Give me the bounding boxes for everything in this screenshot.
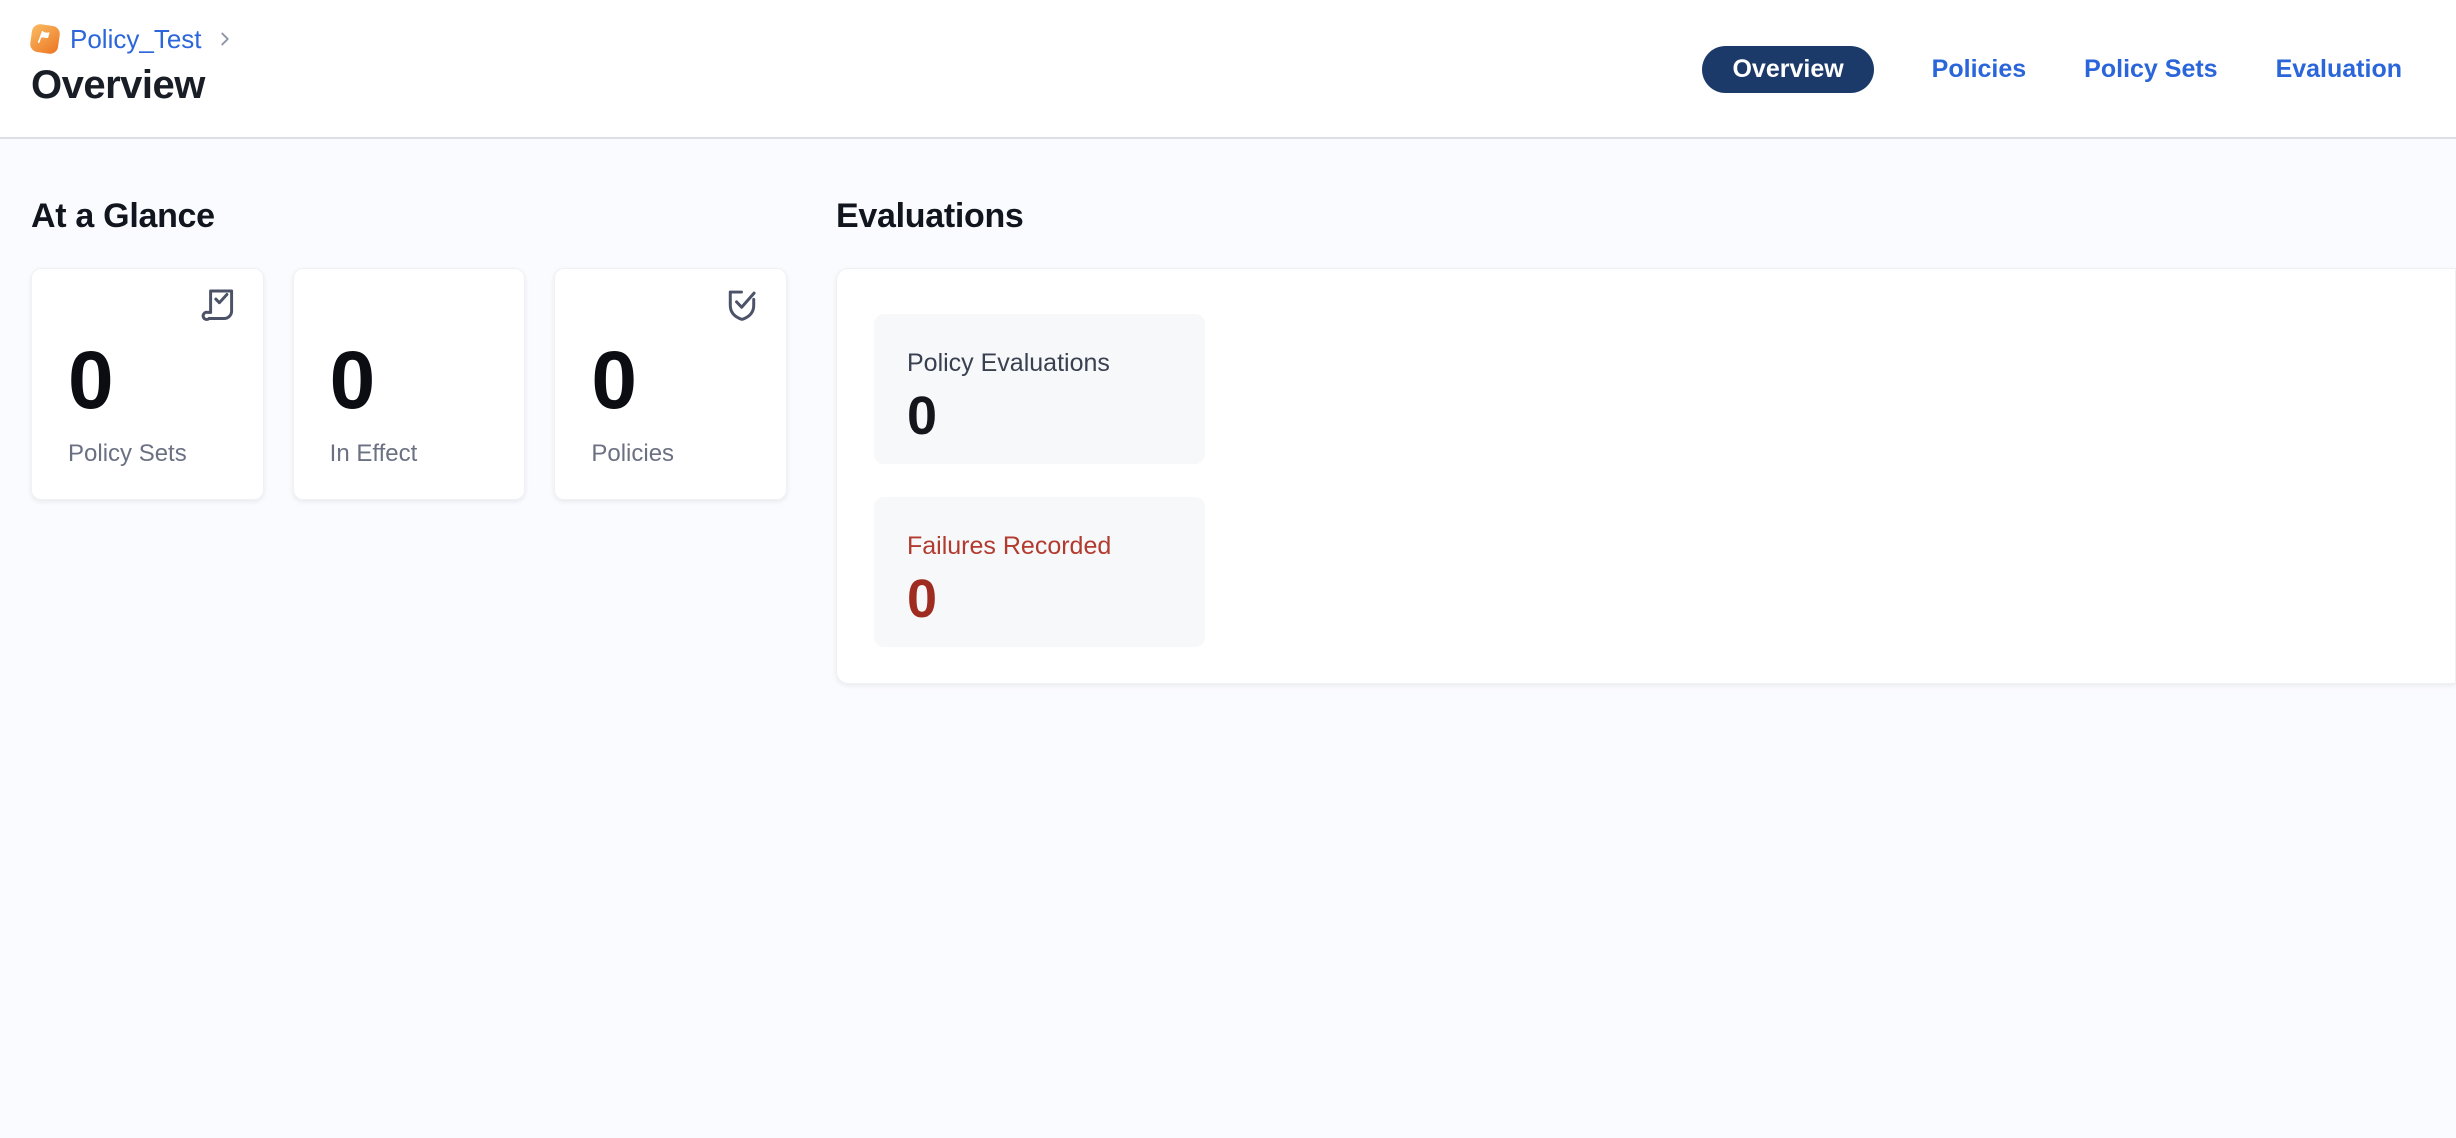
main-content: At a Glance 0 Policy Sets 0 In Effect [0,139,2456,684]
at-a-glance-heading: At a Glance [31,197,215,235]
top-nav: Overview Policies Policy Sets Evaluation [1702,46,2402,93]
flag-icon [29,23,61,55]
page-title: Overview [31,63,205,107]
at-a-glance-section: At a Glance 0 Policy Sets 0 In Effect [31,196,788,684]
scroll-check-icon [201,289,233,321]
stat-card-icon-slot [591,284,767,328]
tab-overview[interactable]: Overview [1702,46,1874,93]
evaluations-card: Policy Evaluations 0 Failures Recorded 0 [836,268,2456,684]
tab-policy-sets[interactable]: Policy Sets [2084,55,2218,83]
tab-evaluation[interactable]: Evaluation [2275,55,2402,83]
stat-label: Policies [591,440,675,467]
stat-value: 0 [591,335,637,426]
stat-card-icon-slot [68,284,244,328]
breadcrumb-link-policy-test[interactable]: Policy_Test [70,24,202,54]
eval-panel-label: Policy Evaluations [907,349,1110,377]
stat-card-icon-slot [330,284,506,328]
policy-evaluations-panel: Policy Evaluations 0 [874,314,1205,464]
failures-recorded-panel: Failures Recorded 0 [874,497,1205,647]
eval-panel-value: 0 [907,386,938,446]
breadcrumb: Policy_Test [29,23,2402,55]
stat-card-policies: 0 Policies [554,268,788,500]
stat-label: In Effect [329,440,418,467]
stat-label: Policy Sets [68,440,187,467]
stat-card-policy-sets: 0 Policy Sets [31,268,264,500]
shield-check-icon [728,290,756,321]
stat-card-in-effect: 0 In Effect [292,268,526,500]
eval-panel-label: Failures Recorded [907,532,1112,560]
evaluations-section: Evaluations Policy Evaluations 0 Failure… [836,196,2456,684]
chevron-right-icon [220,32,229,46]
page-header: Policy_Test Overview Overview Policies P… [0,0,2456,139]
eval-panel-value: 0 [907,569,938,629]
evaluations-heading: Evaluations [836,197,1024,235]
stat-cards-row: 0 Policy Sets 0 In Effect 0 Policies [31,268,788,500]
stat-value: 0 [329,335,376,426]
tab-policies[interactable]: Policies [1931,55,2027,83]
stat-value: 0 [68,335,114,426]
